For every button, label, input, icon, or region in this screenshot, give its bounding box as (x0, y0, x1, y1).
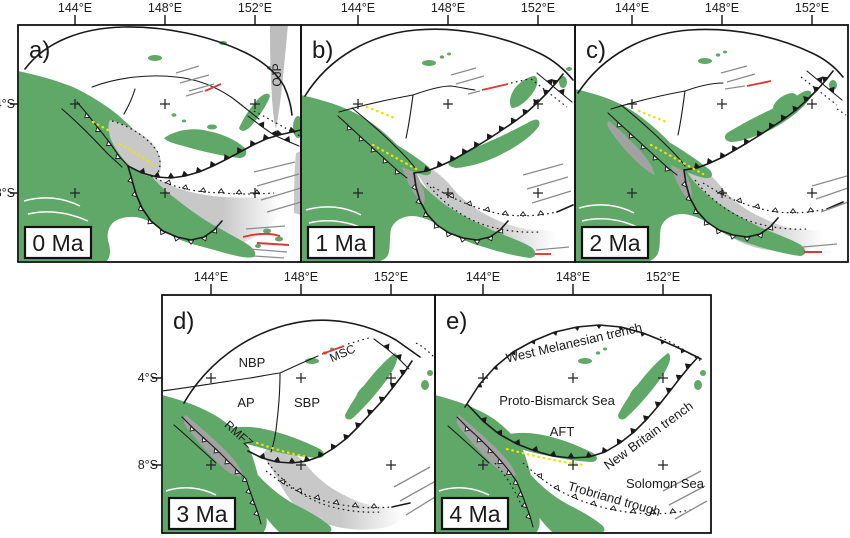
lon-label: 144°E (194, 270, 228, 284)
lat-label: 8°S (138, 458, 158, 472)
spreading-segment (481, 83, 509, 91)
sbp-north-boundary (279, 355, 319, 374)
age-label: 3 Ma (176, 501, 227, 527)
top-row-longitude-axis: 144°E 148°E 152°E 144°E 148°E 152°E 144°… (58, 1, 829, 25)
lon-label: 152°E (521, 1, 555, 15)
lon-label: 148°E (705, 1, 739, 15)
aft-label: AFT (550, 424, 575, 439)
solomon-sea-label: Solomon Sea (626, 476, 705, 491)
new-britain-trench-line (683, 70, 834, 171)
spreading-segment (204, 83, 222, 92)
proto-bismarck-sea-label: Proto-Bismarck Sea (499, 393, 615, 408)
panel-c-map: c) 2 Ma (574, 24, 849, 263)
ramu-markham-fault (181, 416, 262, 525)
lon-label: 148°E (284, 270, 318, 284)
papuan-peninsula (531, 475, 605, 532)
panel-letter: a) (29, 37, 50, 64)
panel-letter: e) (446, 308, 467, 335)
panel-d-map: NBP SBP AP RMFZ MSC d) 3 Ma (161, 294, 436, 534)
trobriand-trough-line (432, 186, 558, 217)
lon-label: 144°E (466, 270, 500, 284)
panel-letter: d) (173, 308, 194, 335)
new-ireland-island (239, 93, 270, 131)
lon-label: 152°E (374, 270, 408, 284)
new-britain-trench-line (413, 73, 564, 174)
trobriand-trough-line (702, 182, 828, 214)
aft-trace (637, 109, 671, 125)
ramu-markham-fault (456, 416, 534, 528)
west-melanesian-trench-label: West Melanesian trench (504, 320, 643, 366)
west-melanesian-trench-line (577, 28, 844, 94)
graticule-crosses (353, 99, 543, 198)
age-box (580, 225, 650, 260)
age-label: 0 Ma (32, 230, 83, 256)
new-britain-trench-line (247, 360, 413, 464)
age-label: 2 Ma (589, 230, 640, 256)
west-melanesian-trench-line (24, 26, 293, 116)
west-melanesian-trench-line (304, 28, 574, 97)
age-box (23, 225, 93, 260)
new-ireland-island (509, 76, 538, 108)
new-britain-island (164, 129, 247, 158)
lon-label: 144°E (615, 1, 649, 15)
new-britain-island (724, 90, 812, 142)
age-box (440, 496, 510, 531)
top-row-latitude-axis: 4°S 8°S (0, 97, 18, 200)
age-box (167, 496, 237, 531)
ramu-markham-fault (607, 112, 678, 176)
lon-label: 152°E (646, 270, 680, 284)
lon-label: 144°E (58, 1, 92, 15)
plate-boundary (610, 90, 686, 110)
lon-label: 148°E (148, 1, 182, 15)
trobriand-trough-line (150, 175, 275, 195)
bottom-row-latitude-axis: 4°S 8°S (138, 371, 162, 472)
lon-label: 144°E (341, 1, 375, 15)
age-box (306, 225, 376, 260)
panel-letter: b) (312, 37, 333, 64)
papuan-trench-line (414, 172, 509, 240)
graticule-crosses (478, 373, 668, 470)
ap-label: AP (237, 395, 254, 410)
bottom-row-longitude-axis: 144°E 148°E 152°E 144°E 148°E 152°E (194, 270, 680, 295)
lon-label: 152°E (238, 1, 272, 15)
new-britain-island (448, 119, 540, 168)
panel-b-map: b) 1 Ma (300, 24, 576, 263)
lon-label: 152°E (795, 1, 829, 15)
west-melanesian-trench-line (183, 319, 421, 404)
new-britain-trench-label: New Britain trench (601, 398, 696, 473)
nbp-ap-boundary (163, 372, 281, 392)
panel-letter: c) (586, 37, 606, 64)
new-ireland-island (305, 347, 433, 420)
manus-spreading-center (321, 345, 345, 355)
lon-label: 148°E (431, 1, 465, 15)
msc-label: MSC (327, 341, 357, 365)
aft-trace (365, 105, 399, 121)
aft-trace (255, 441, 310, 459)
lat-label: 4°S (138, 371, 158, 385)
lat-label: 4°S (0, 97, 15, 111)
graticule-crosses (627, 99, 817, 198)
age-label: 1 Ma (315, 230, 366, 256)
plate-boundary (91, 75, 260, 120)
nbp-label: NBP (239, 355, 266, 370)
ramu-markham-fault (337, 115, 408, 179)
age-label: 4 Ma (449, 501, 500, 527)
solomon-wedge (262, 446, 404, 530)
graticule-crosses (70, 99, 260, 198)
spreading-segment (746, 80, 772, 87)
ojp-label: OJP (270, 63, 284, 86)
ramu-markham-fault (76, 101, 129, 167)
papuan-trench-line (127, 165, 223, 240)
lat-label: 8°S (0, 186, 15, 200)
panel-e-map: West Melanesian trench Proto-Bismarck Se… (434, 294, 712, 534)
sbp-label: SBP (294, 395, 320, 410)
graticule-crosses (206, 373, 396, 470)
panel-a-map: OJP a) 0 Ma (17, 24, 302, 263)
plate-boundary (338, 94, 414, 113)
papuan-trench-line (684, 169, 779, 237)
lon-label: 148°E (556, 270, 590, 284)
